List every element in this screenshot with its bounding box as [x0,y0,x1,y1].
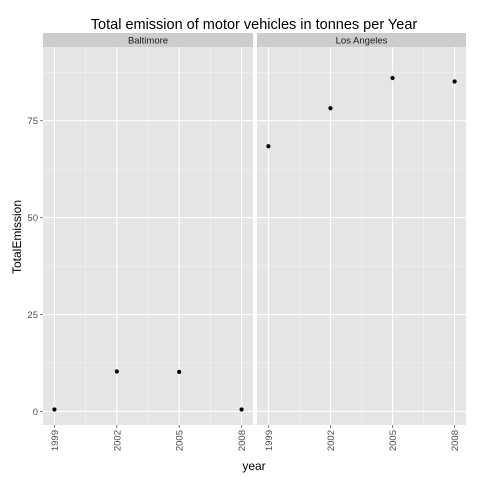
facet-strip-label: Los Angeles [336,36,388,47]
x-tick-label: 1999 [50,430,61,451]
x-tick-label: 2008 [450,430,461,451]
y-tick-label: 50 [27,213,38,224]
facet-baltimore: Baltimore 0 25 50 75 1999 2002 2005 2008 [27,33,253,451]
facet-strip [43,33,253,47]
facet-strip [257,33,466,47]
x-tick-label: 2002 [112,430,123,451]
x-tick-label: 2002 [326,430,337,451]
y-tick-label: 0 [33,407,38,418]
data-point [452,79,457,84]
data-point [239,407,244,412]
x-tick-label: 2005 [388,430,399,451]
y-tick-label: 25 [27,310,38,321]
chart-title: Total emission of motor vehicles in tonn… [91,17,418,33]
x-axis-label: year [242,459,265,473]
data-point [177,369,182,374]
y-axis-label: TotalEmission [10,200,24,274]
data-point [328,106,333,111]
data-point [266,144,271,149]
x-tick-label: 2008 [237,430,248,451]
data-point [114,369,119,374]
data-point [390,75,395,81]
facet-los-angeles: Los Angeles 1999 2002 2005 2008 [257,33,466,451]
x-tick-label: 1999 [264,430,275,451]
data-point [52,407,57,412]
y-tick-label: 75 [27,116,38,127]
x-tick-label: 2005 [175,430,186,451]
facet-strip-label: Baltimore [128,36,168,47]
